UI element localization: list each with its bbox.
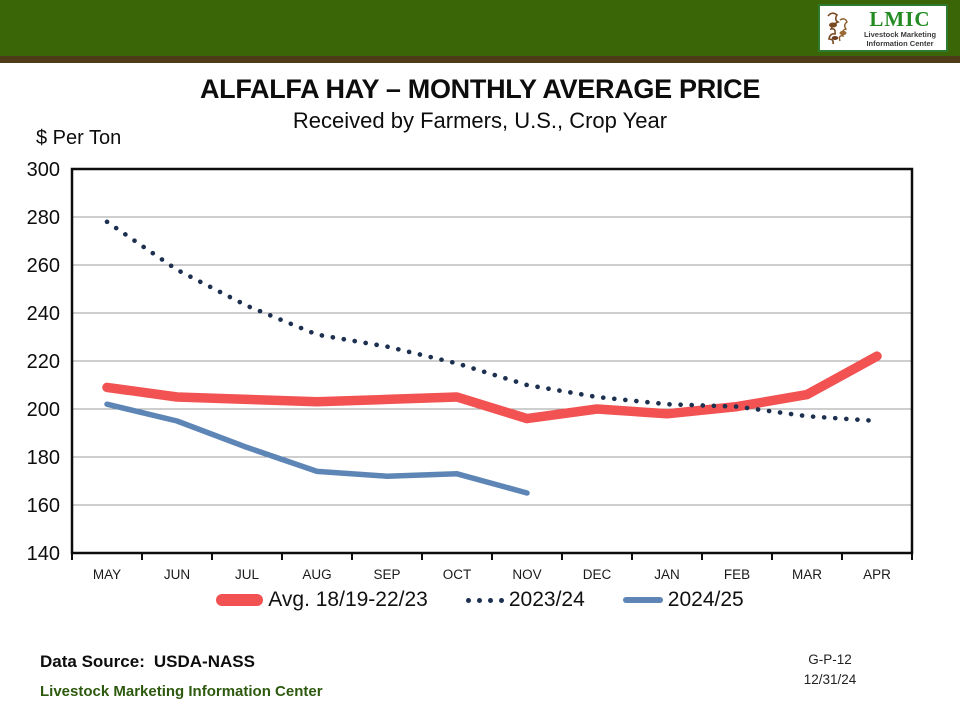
header-bar [0,0,960,56]
svg-text:220: 220 [27,351,60,373]
livestock-art-icon [827,12,848,45]
svg-text:APR: APR [863,567,891,582]
legend-item-2023-24: 2023/24 [465,588,585,612]
svg-text:200: 200 [27,399,60,421]
footer-reference: G-P-12 12/31/24 [780,650,880,691]
chart-legend: Avg. 18/19-22/23 2023/24 2024/25 [0,588,960,612]
svg-text:260: 260 [27,255,60,277]
logo-text: LMIC Livestock Marketing Information Cen… [854,9,946,47]
svg-text:280: 280 [27,207,60,229]
legend-label-2023-24: 2023/24 [508,588,585,611]
data-source-value: USDA-NASS [153,652,255,671]
legend-label-2024-25: 2024/25 [667,588,744,611]
svg-text:JUN: JUN [164,567,190,582]
svg-text:FEB: FEB [724,567,750,582]
legend-swatch-avg-line-icon [216,594,264,606]
footer-organization: Livestock Marketing Information Center [40,683,323,700]
svg-text:NOV: NOV [512,567,541,582]
svg-text:AUG: AUG [302,567,331,582]
svg-text:300: 300 [27,159,60,181]
logo-subline-2: Information Center [866,38,934,48]
svg-text:180: 180 [27,447,60,469]
chart-title: ALFALFA HAY – MONTHLY AVERAGE PRICE [199,74,761,104]
footer-ref-code: G-P-12 [808,652,852,667]
svg-text:SEP: SEP [373,567,400,582]
legend-item-2024-25: 2024/25 [622,588,744,612]
logo-subline-1: Livestock Marketing [863,30,937,39]
legend-swatch-solid-line-icon [622,597,663,603]
svg-text:MAY: MAY [93,567,121,582]
data-source: Data Source: USDA-NASS [40,652,255,672]
svg-text:MAR: MAR [792,567,822,582]
legend-item-avg: Avg. 18/19-22/23 [216,588,428,612]
svg-text:OCT: OCT [443,567,472,582]
legend-swatch-dotted-line-icon [465,597,504,603]
y-axis-title: $ Per Ton [36,127,122,149]
svg-text:240: 240 [27,303,60,325]
data-source-label: Data Source: [40,652,145,671]
svg-text:160: 160 [27,495,60,517]
svg-text:JAN: JAN [654,567,680,582]
header-accent-strip [0,56,960,63]
svg-text:DEC: DEC [583,567,612,582]
footer-date: 12/31/24 [803,672,857,688]
svg-text:JUL: JUL [235,567,259,582]
chart-subtitle: Received by Farmers, U.S., Crop Year [292,108,668,133]
svg-text:140: 140 [27,543,60,565]
logo-acronym: LMIC [869,7,931,31]
legend-label-avg: Avg. 18/19-22/23 [268,588,428,611]
lmic-logo: LMIC Livestock Marketing Information Cen… [818,4,948,52]
